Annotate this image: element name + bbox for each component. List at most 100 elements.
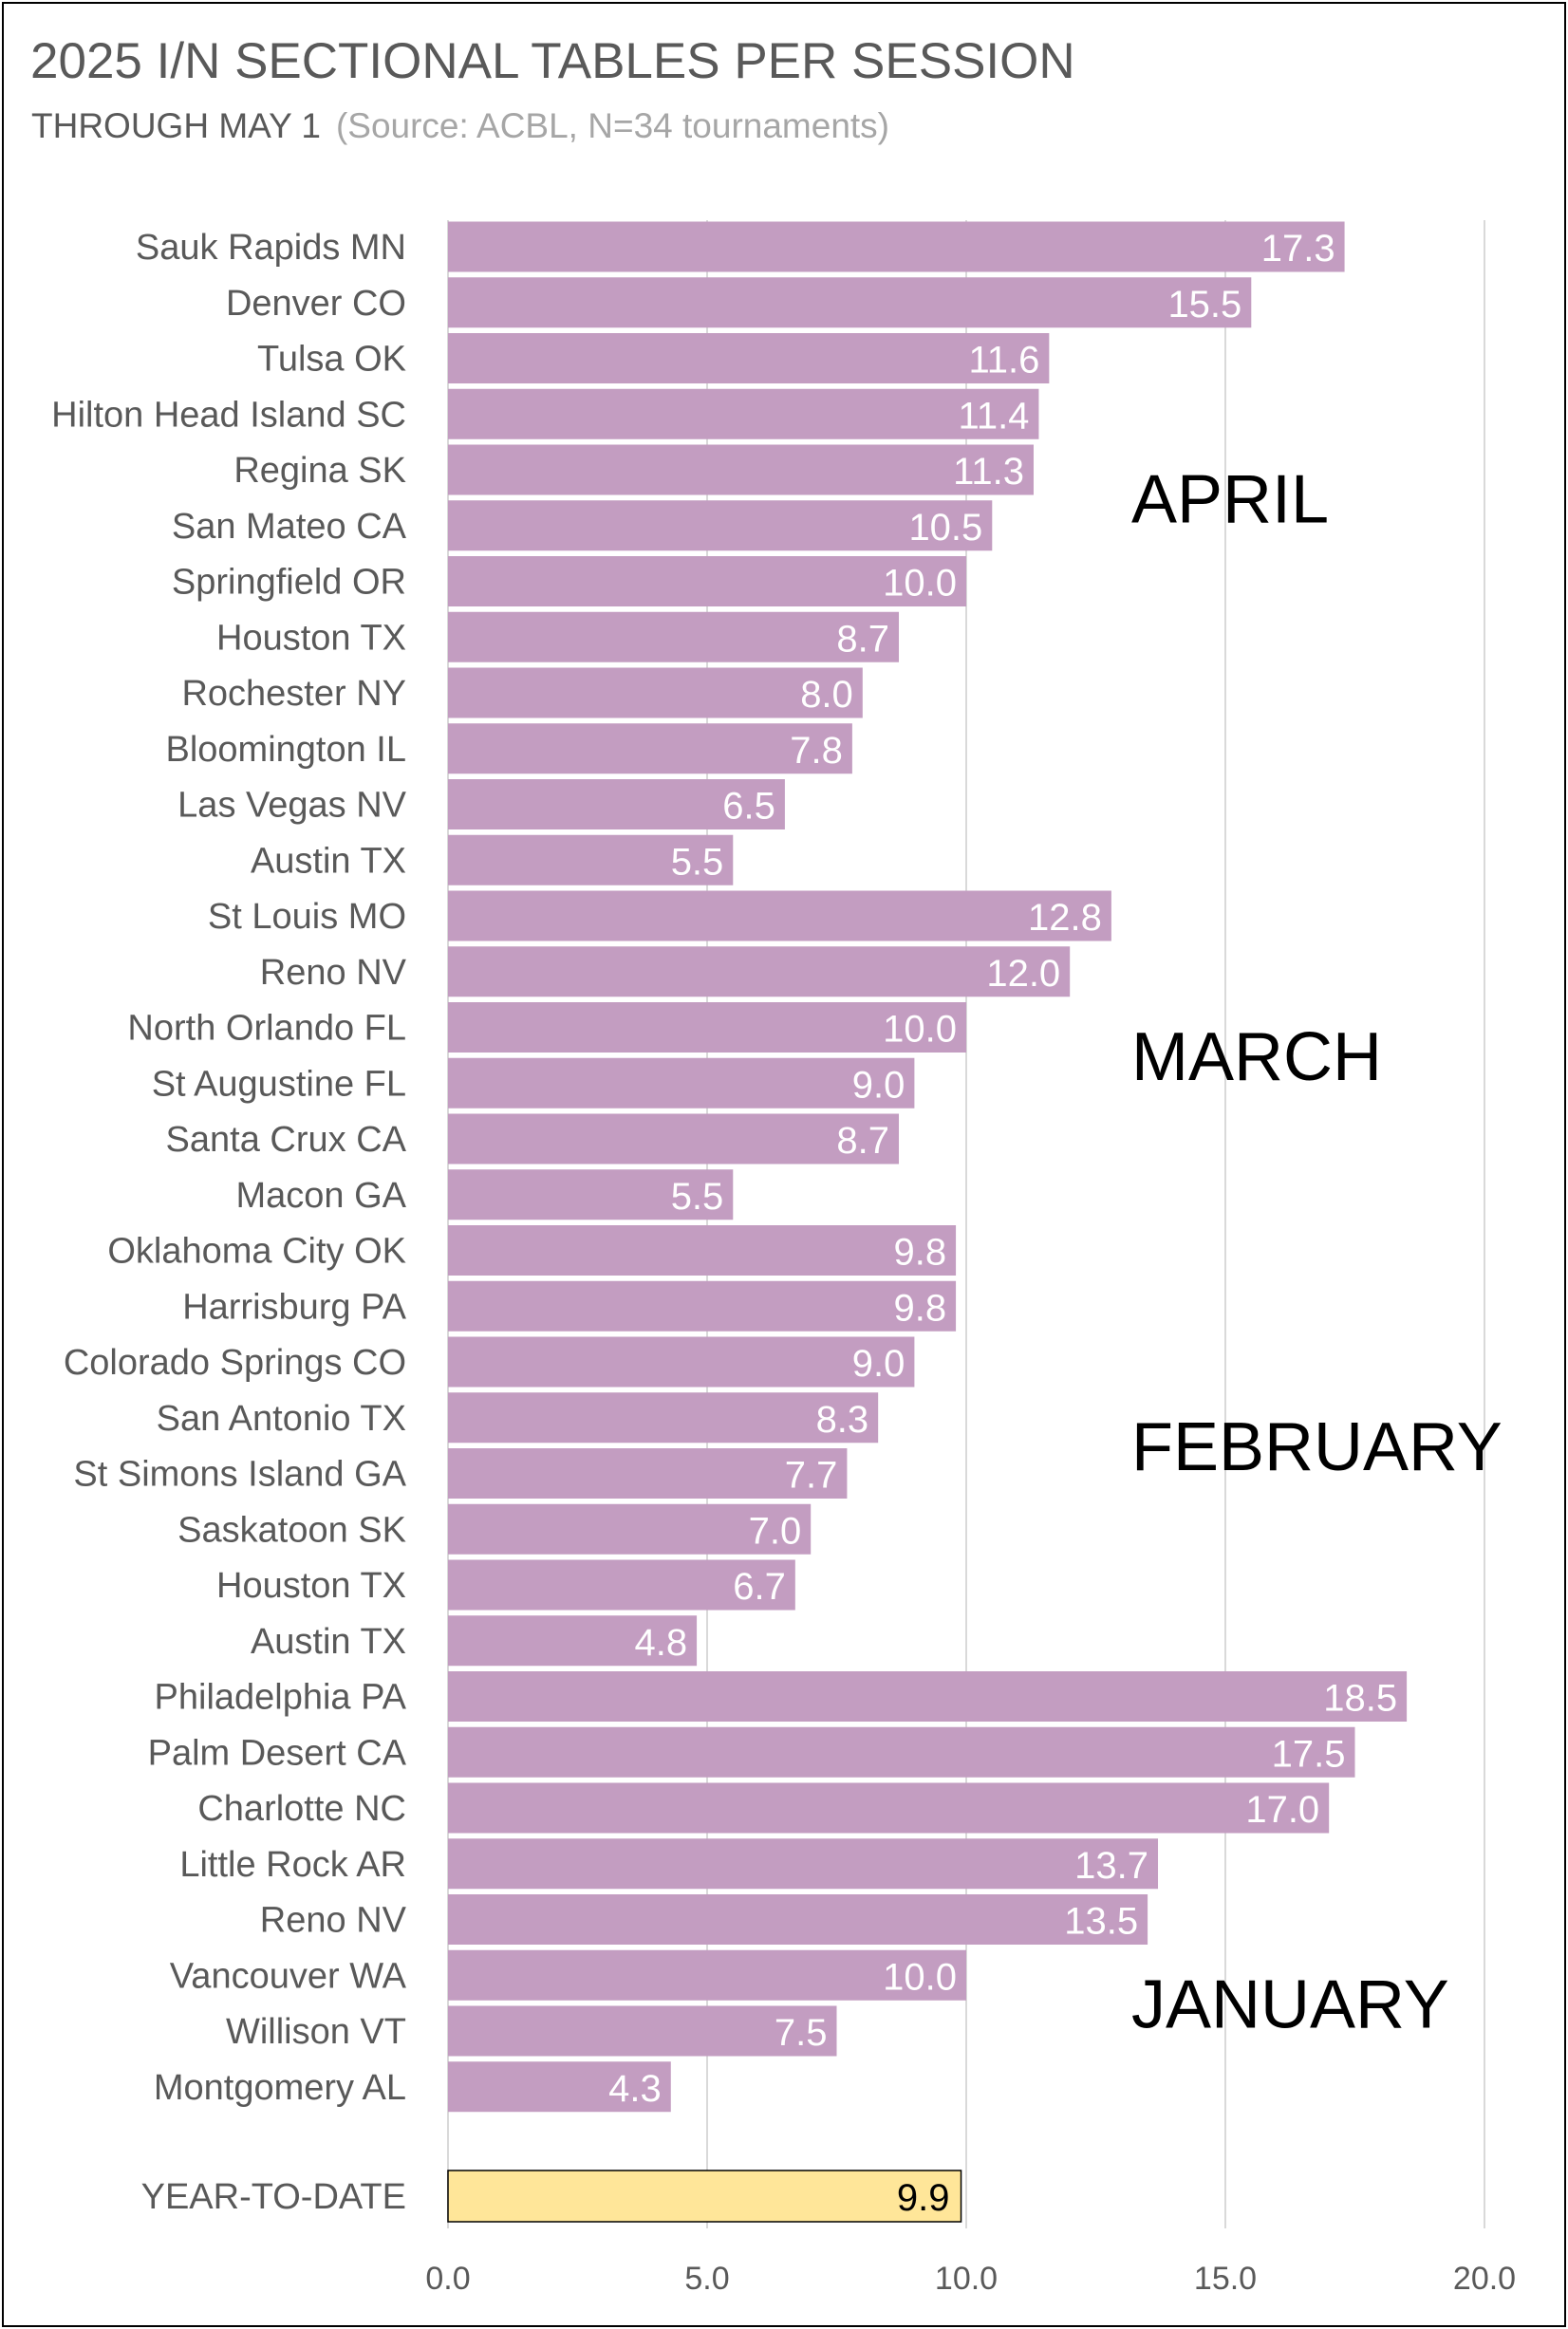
bar	[448, 1949, 966, 2001]
category-label: Tulsa OK	[257, 340, 406, 380]
bar	[448, 1002, 966, 1053]
bar-value-label: 15.5	[1167, 284, 1241, 326]
bar-value-label: 9.8	[893, 1287, 946, 1329]
bar-value-label: 10.0	[883, 563, 957, 605]
bar-value-label: 4.3	[608, 2068, 662, 2110]
summary-label: YEAR-TO-DATE	[141, 2177, 406, 2217]
bar-value-label: 10.0	[883, 1956, 957, 1998]
bar-value-label: 6.5	[722, 786, 775, 828]
bar	[448, 611, 900, 662]
bar-value-label: 17.0	[1245, 1789, 1319, 1831]
bar	[448, 667, 863, 718]
category-label: Regina SK	[233, 451, 406, 491]
bar	[448, 946, 1071, 997]
bar-value-label: 9.0	[852, 1064, 905, 1106]
x-tick-label: 15.0	[1194, 2261, 1257, 2297]
month-label: FEBRUARY	[1131, 1409, 1503, 1485]
bar-value-label: 5.5	[671, 841, 724, 883]
category-label: Las Vegas NV	[177, 786, 406, 826]
category-label: Harrisburg PA	[182, 1287, 406, 1327]
bar-value-label: 5.5	[671, 1176, 724, 1218]
bar	[448, 1280, 957, 1332]
month-label: APRIL	[1131, 461, 1329, 537]
bar	[448, 1838, 1159, 1890]
bar-value-label: 17.3	[1261, 228, 1335, 270]
bar	[448, 1726, 1355, 1778]
bar-value-label: 13.5	[1064, 1901, 1138, 1943]
category-label: Reno NV	[260, 953, 407, 993]
bar-value-label: 11.3	[953, 451, 1024, 493]
category-label: St Louis MO	[208, 897, 406, 937]
bar	[448, 388, 1039, 439]
category-label: Houston TX	[216, 618, 406, 658]
category-label: Oklahoma City OK	[107, 1232, 406, 1272]
category-label: Philadelphia PA	[155, 1678, 407, 1718]
summary-value-label: 9.9	[897, 2177, 950, 2219]
month-label: MARCH	[1131, 1019, 1382, 1095]
month-label: JANUARY	[1131, 1967, 1449, 2043]
category-label: Vancouver WA	[170, 1956, 407, 1996]
chart-title: 2025 I/N SECTIONAL TABLES PER SESSION	[30, 33, 1075, 89]
bar	[448, 2061, 671, 2113]
category-label: Austin TX	[251, 841, 406, 881]
bar-value-label: 4.8	[634, 1622, 687, 1664]
category-label: Austin TX	[251, 1622, 406, 1662]
category-label: Houston TX	[216, 1566, 406, 1606]
bar-value-label: 9.0	[852, 1343, 905, 1385]
bar	[448, 1336, 915, 1388]
bar-value-label: 12.0	[986, 953, 1060, 995]
bar	[448, 2005, 837, 2057]
bar-value-label: 7.7	[785, 1455, 838, 1497]
category-label: Palm Desert CA	[148, 1733, 407, 1773]
bar-value-label: 7.8	[790, 730, 843, 772]
category-label: Springfield OR	[172, 563, 406, 603]
bar-value-label: 7.5	[775, 2012, 828, 2054]
category-label: Santa Crux CA	[166, 1120, 407, 1160]
category-label: Willison VT	[226, 2012, 406, 2052]
category-label: Colorado Springs CO	[64, 1343, 406, 1383]
category-label: Little Rock AR	[179, 1845, 406, 1885]
category-label: Denver CO	[226, 284, 406, 324]
bar	[448, 333, 1050, 383]
bar-value-label: 18.5	[1323, 1678, 1397, 1720]
bar	[448, 834, 734, 885]
chart-subtitle: THROUGH MAY 1 (Source: ACBL, N=34 tournam…	[31, 106, 889, 146]
bar	[448, 1615, 698, 1667]
category-label: Charlotte NC	[197, 1789, 406, 1829]
category-label: North Orlando FL	[127, 1009, 406, 1049]
bar	[448, 1169, 734, 1220]
category-label: San Mateo CA	[172, 507, 407, 547]
bar-value-label: 17.5	[1272, 1733, 1346, 1775]
bar	[448, 556, 966, 606]
bar-value-label: 10.0	[883, 1009, 957, 1051]
bar	[448, 1392, 879, 1444]
bar	[448, 444, 1034, 495]
bar-value-label: 8.3	[816, 1399, 869, 1441]
bar-value-label: 8.7	[836, 618, 889, 660]
x-tick-label: 5.0	[684, 2261, 729, 2297]
bar	[448, 500, 993, 551]
x-tick-label: 0.0	[425, 2261, 470, 2297]
bar	[448, 1057, 915, 1109]
bar	[448, 1448, 848, 1499]
category-label: St Simons Island GA	[73, 1455, 406, 1495]
bar	[448, 779, 785, 829]
category-label: Montgomery AL	[154, 2068, 406, 2108]
bar-value-label: 10.5	[908, 507, 982, 549]
category-label: Sauk Rapids MN	[136, 228, 406, 268]
category-label: Bloomington IL	[166, 730, 407, 770]
bar-value-label: 13.7	[1074, 1845, 1148, 1887]
category-label: Rochester NY	[181, 674, 406, 714]
bar	[448, 1671, 1408, 1722]
source-note: (Source: ACBL, N=34 tournaments)	[335, 106, 889, 145]
bar-value-label: 7.0	[749, 1510, 802, 1552]
category-label: Macon GA	[235, 1176, 406, 1216]
bar-value-label: 8.0	[800, 674, 853, 716]
bar	[448, 1225, 957, 1276]
x-tick-label: 10.0	[935, 2261, 998, 2297]
category-label: St Augustine FL	[152, 1064, 406, 1104]
subtitle-date: THROUGH MAY 1	[31, 106, 321, 145]
bar	[448, 277, 1252, 328]
category-label: Saskatoon SK	[177, 1510, 406, 1550]
